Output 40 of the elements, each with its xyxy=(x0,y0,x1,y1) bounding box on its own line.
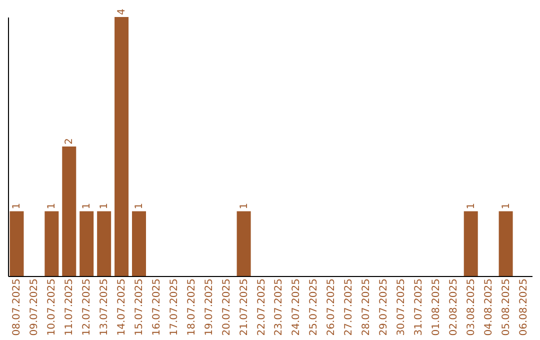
data-label: 1 xyxy=(99,202,110,210)
x-tick-label: 08.07.2025 xyxy=(12,278,23,336)
x-tick-label: 20.07.2025 xyxy=(221,278,232,336)
x-tick-label: 09.07.2025 xyxy=(29,278,40,336)
x-tick-label: 10.07.2025 xyxy=(46,278,58,336)
x-tick-label: 30.07.2025 xyxy=(396,278,407,336)
x-tick-label: 05.08.2025 xyxy=(500,278,512,336)
x-tick-label: 22.07.2025 xyxy=(256,278,268,336)
x-tick-label: 25.07.2025 xyxy=(308,278,320,336)
data-label: 1 xyxy=(238,202,250,210)
data-label: 4 xyxy=(116,8,128,15)
x-tick-label: 21.07.2025 xyxy=(238,278,250,336)
data-label: 1 xyxy=(466,202,477,210)
x-tick-label: 02.08.2025 xyxy=(448,278,460,336)
x-tick-label: 04.08.2025 xyxy=(483,278,494,336)
x-tick-label: 26.07.2025 xyxy=(326,278,338,336)
x-tick-label: 17.07.2025 xyxy=(168,278,180,336)
x-tick-label: 24.07.2025 xyxy=(291,278,302,336)
x-tick-label: 14.07.2025 xyxy=(116,278,128,336)
data-label: 1 xyxy=(46,202,58,210)
x-tick-label: 11.07.2025 xyxy=(64,278,76,336)
x-tick-label: 13.07.2025 xyxy=(99,278,110,336)
x-tick-label: 03.08.2025 xyxy=(466,278,477,336)
x-tick-label: 29.07.2025 xyxy=(378,278,390,336)
x-tick-label: 19.07.2025 xyxy=(204,278,215,336)
data-label: 1 xyxy=(12,202,23,210)
data-label: 1 xyxy=(134,202,145,210)
x-tick-label: 12.07.2025 xyxy=(82,278,93,336)
x-tick-label: 28.07.2025 xyxy=(361,278,372,336)
x-tick-label: 01.08.2025 xyxy=(430,278,442,336)
x-tick-label: 31.07.2025 xyxy=(413,278,424,336)
data-label: 1 xyxy=(500,202,512,210)
x-tick-label: 23.07.2025 xyxy=(274,278,285,336)
x-tick-label: 27.07.2025 xyxy=(344,278,355,336)
data-label: 1 xyxy=(82,202,93,210)
x-tick-label: 06.08.2025 xyxy=(518,278,530,336)
x-tick-label: 18.07.2025 xyxy=(186,278,198,336)
x-tick-label: 16.07.2025 xyxy=(151,278,162,336)
x-tick-label: 15.07.2025 xyxy=(134,278,145,336)
data-label: 2 xyxy=(64,138,76,144)
